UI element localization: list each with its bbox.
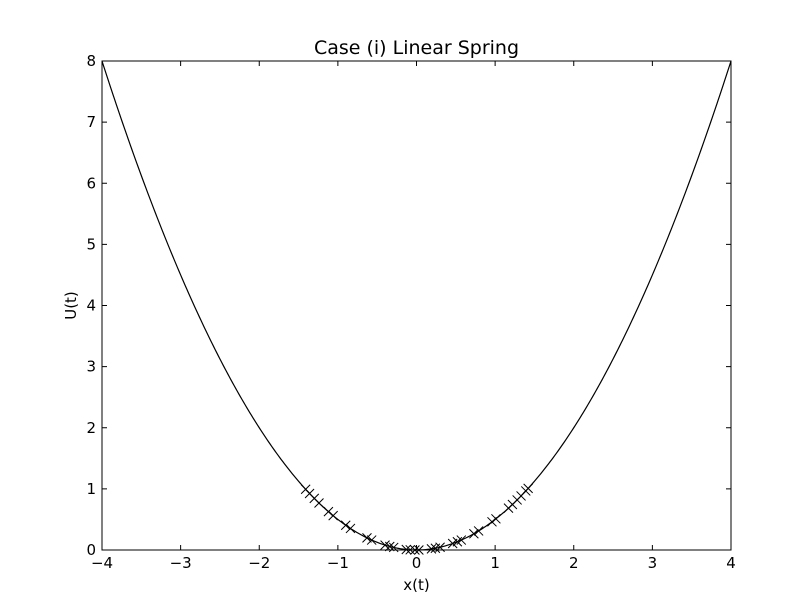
y-tick-label: 7: [86, 113, 96, 131]
data-point: [491, 513, 501, 524]
plot-background: [102, 61, 731, 550]
x-tick-label: −1: [327, 554, 349, 572]
data-point: [487, 516, 497, 527]
data-point: [340, 520, 351, 531]
y-tick-label: 0: [86, 541, 96, 559]
x-tick-label: −2: [248, 554, 270, 572]
marker-layer: [300, 483, 534, 555]
y-tick-label: 1: [86, 480, 96, 498]
x-tick-label: 1: [490, 554, 500, 572]
chart-title: Case (i) Linear Spring: [314, 37, 519, 59]
y-tick-label: 8: [86, 52, 96, 70]
y-tick-label: 4: [86, 297, 96, 315]
x-tick-label: −4: [91, 554, 113, 572]
data-point: [314, 498, 324, 508]
data-point: [384, 541, 395, 552]
x-axis-label: x(t): [403, 576, 429, 594]
data-point: [345, 523, 356, 534]
y-tick-label: 5: [86, 235, 96, 253]
x-tick-label: 2: [569, 554, 579, 572]
data-point: [328, 510, 339, 521]
x-tick-label: 4: [726, 554, 736, 572]
data-point: [401, 544, 412, 555]
data-point: [469, 528, 479, 539]
data-point: [362, 533, 372, 543]
x-tick-label: 0: [412, 554, 422, 572]
y-tick-label: 3: [86, 358, 96, 376]
y-tick-label: 6: [86, 174, 96, 192]
y-tick-label: 2: [86, 419, 96, 437]
y-axis-label: U(t): [62, 291, 80, 320]
data-point: [323, 506, 334, 517]
x-tick-label: 3: [648, 554, 658, 572]
x-tick-label: −3: [170, 554, 192, 572]
data-point: [366, 535, 377, 545]
data-point: [473, 526, 484, 536]
data-point: [426, 544, 437, 554]
data-point: [523, 483, 534, 494]
data-point: [456, 535, 467, 545]
tick-layer: −4 −3 −2 −1 0 1 2 3 4 0 1 2 3 4 5 6 7 8: [86, 52, 735, 572]
